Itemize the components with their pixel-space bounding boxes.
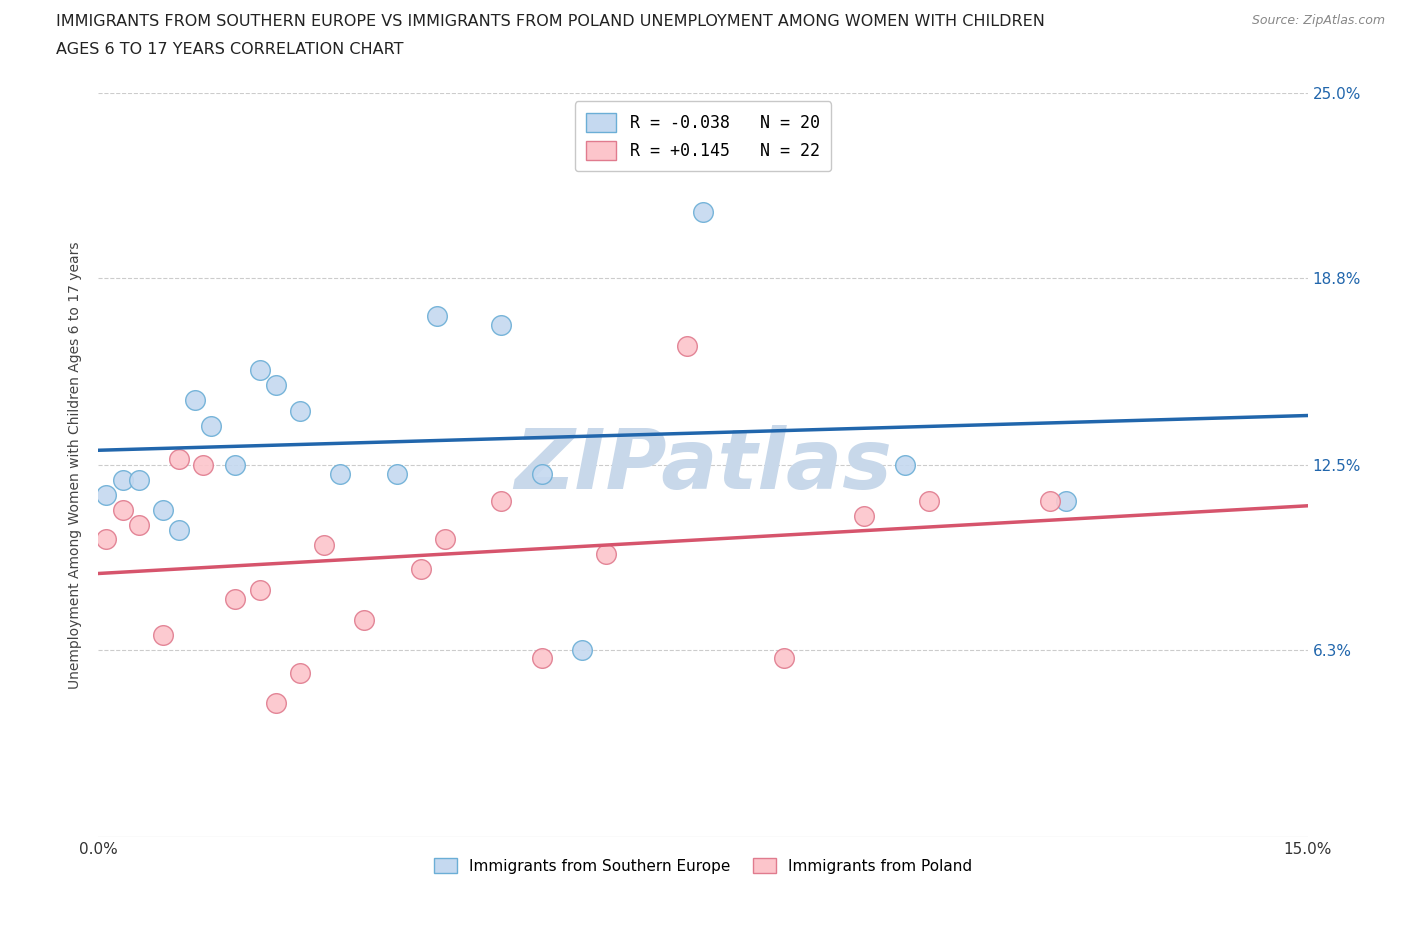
Point bbox=[111, 472, 134, 487]
Point bbox=[491, 318, 513, 333]
Point bbox=[152, 627, 174, 642]
Point bbox=[409, 562, 432, 577]
Point bbox=[200, 418, 222, 433]
Point bbox=[530, 651, 553, 666]
Text: ZIPatlas: ZIPatlas bbox=[515, 424, 891, 506]
Legend: Immigrants from Southern Europe, Immigrants from Poland: Immigrants from Southern Europe, Immigra… bbox=[426, 850, 980, 882]
Point bbox=[184, 392, 207, 407]
Point bbox=[111, 502, 134, 517]
Point bbox=[571, 642, 593, 657]
Point bbox=[676, 339, 699, 353]
Point bbox=[491, 493, 513, 508]
Point bbox=[329, 467, 352, 482]
Point bbox=[918, 493, 941, 508]
Point bbox=[288, 404, 311, 418]
Point bbox=[128, 472, 150, 487]
Text: AGES 6 TO 17 YEARS CORRELATION CHART: AGES 6 TO 17 YEARS CORRELATION CHART bbox=[56, 42, 404, 57]
Point bbox=[353, 612, 375, 627]
Point bbox=[167, 523, 190, 538]
Point bbox=[264, 378, 287, 392]
Point bbox=[288, 666, 311, 681]
Text: Source: ZipAtlas.com: Source: ZipAtlas.com bbox=[1251, 14, 1385, 27]
Point bbox=[530, 467, 553, 482]
Point bbox=[167, 452, 190, 467]
Point bbox=[1039, 493, 1062, 508]
Point bbox=[434, 532, 457, 547]
Point bbox=[96, 532, 118, 547]
Point bbox=[385, 467, 408, 482]
Point bbox=[1054, 493, 1077, 508]
Point bbox=[595, 547, 617, 562]
Point bbox=[853, 508, 876, 523]
Point bbox=[692, 205, 714, 219]
Point bbox=[224, 591, 246, 606]
Point bbox=[193, 458, 215, 472]
Text: IMMIGRANTS FROM SOUTHERN EUROPE VS IMMIGRANTS FROM POLAND UNEMPLOYMENT AMONG WOM: IMMIGRANTS FROM SOUTHERN EUROPE VS IMMIG… bbox=[56, 14, 1045, 29]
Point bbox=[152, 502, 174, 517]
Point bbox=[224, 458, 246, 472]
Point bbox=[772, 651, 794, 666]
Y-axis label: Unemployment Among Women with Children Ages 6 to 17 years: Unemployment Among Women with Children A… bbox=[69, 241, 83, 689]
Point bbox=[264, 696, 287, 711]
Point bbox=[249, 582, 271, 597]
Point bbox=[314, 538, 336, 552]
Point bbox=[128, 517, 150, 532]
Point bbox=[893, 458, 915, 472]
Point bbox=[96, 487, 118, 502]
Point bbox=[426, 309, 449, 324]
Point bbox=[249, 363, 271, 378]
